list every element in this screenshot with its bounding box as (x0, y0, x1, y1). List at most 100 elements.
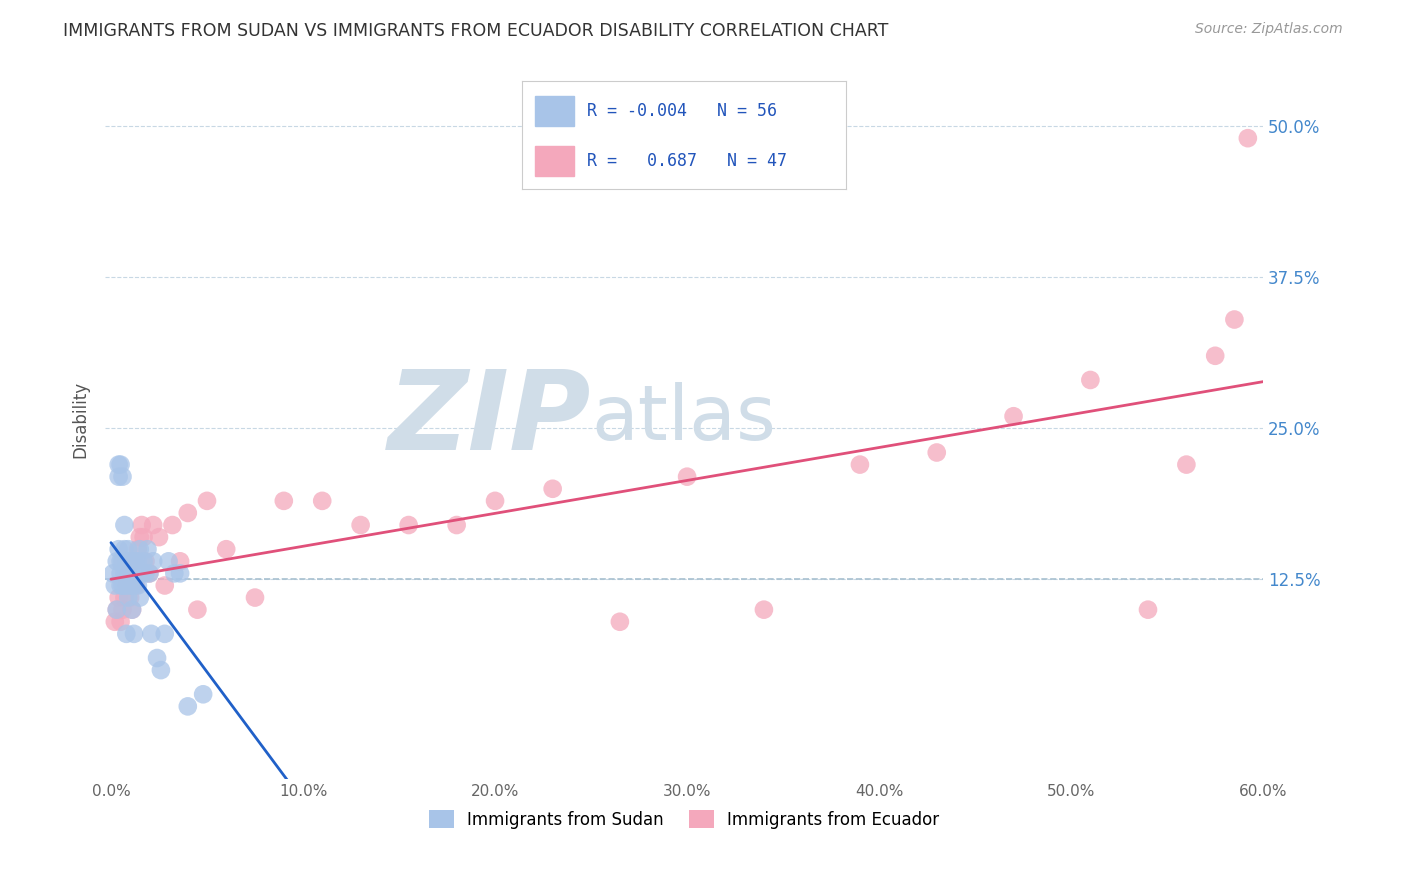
Point (110, 615, 132, 629)
Point (117, 591, 139, 605)
Legend: Immigrants from Sudan, Immigrants from Ecuador: Immigrants from Sudan, Immigrants from E… (422, 804, 946, 835)
Point (153, 578, 176, 592)
Point (112, 591, 135, 605)
Point (105, 602, 128, 616)
Point (142, 554, 165, 568)
Point (157, 554, 180, 568)
Point (273, 494, 295, 508)
Point (138, 566, 160, 581)
Point (120, 566, 142, 581)
Point (146, 651, 169, 665)
Point (121, 566, 143, 581)
Point (127, 578, 149, 592)
Point (122, 627, 145, 641)
Point (110, 578, 132, 592)
Point (1175, 458, 1198, 472)
Point (104, 578, 127, 592)
Point (186, 602, 208, 616)
Text: IMMIGRANTS FROM SUDAN VS IMMIGRANTS FROM ECUADOR DISABILITY CORRELATION CHART: IMMIGRANTS FROM SUDAN VS IMMIGRANTS FROM… (63, 22, 889, 40)
Point (177, 699, 200, 714)
Point (122, 578, 145, 592)
Point (117, 566, 139, 581)
Point (107, 542, 129, 557)
Point (177, 506, 200, 520)
Point (1136, 602, 1159, 616)
Point (115, 627, 138, 641)
Point (120, 554, 142, 568)
Point (115, 566, 138, 581)
Point (149, 663, 172, 677)
Point (349, 518, 371, 533)
Point (101, 566, 124, 581)
Point (110, 458, 132, 472)
Point (484, 494, 506, 508)
Point (121, 602, 143, 616)
Text: ZIP: ZIP (388, 366, 592, 473)
Point (131, 566, 153, 581)
Point (105, 602, 128, 616)
Point (107, 591, 129, 605)
Point (122, 554, 145, 568)
Point (243, 591, 266, 605)
Point (676, 469, 699, 483)
Point (138, 566, 160, 581)
Point (215, 542, 238, 557)
Point (752, 602, 775, 616)
Point (125, 566, 148, 581)
Point (131, 518, 153, 533)
Point (117, 554, 139, 568)
Point (128, 530, 150, 544)
Point (125, 578, 148, 592)
Point (311, 494, 333, 508)
Point (128, 542, 150, 557)
Y-axis label: Disability: Disability (72, 381, 89, 458)
Point (111, 602, 134, 616)
Point (163, 566, 186, 581)
Point (132, 554, 155, 568)
Point (136, 542, 159, 557)
Point (110, 566, 132, 581)
Point (162, 518, 184, 533)
Point (609, 615, 631, 629)
Point (121, 602, 143, 616)
Point (127, 554, 149, 568)
Point (195, 494, 218, 508)
Point (1223, 312, 1246, 326)
Point (110, 554, 132, 568)
Point (135, 554, 157, 568)
Point (117, 542, 139, 557)
Point (122, 554, 145, 568)
Point (135, 566, 157, 581)
Point (127, 542, 149, 557)
Point (153, 627, 176, 641)
Point (112, 542, 135, 557)
Point (128, 591, 150, 605)
Point (115, 578, 138, 592)
Point (191, 687, 214, 701)
Point (1237, 131, 1260, 145)
Point (141, 627, 163, 641)
Point (115, 578, 138, 592)
Point (117, 566, 139, 581)
Text: atlas: atlas (592, 383, 776, 457)
Point (541, 482, 564, 496)
Point (120, 578, 142, 592)
Point (1002, 409, 1025, 424)
Point (112, 566, 135, 581)
Point (169, 554, 191, 568)
Point (132, 530, 155, 544)
Point (115, 554, 138, 568)
Point (142, 518, 165, 533)
Point (925, 445, 948, 459)
Point (111, 554, 134, 568)
Point (112, 578, 135, 592)
Point (125, 554, 148, 568)
Text: Source: ZipAtlas.com: Source: ZipAtlas.com (1195, 22, 1343, 37)
Point (107, 458, 129, 472)
Point (1080, 373, 1102, 387)
Point (121, 578, 143, 592)
Point (398, 518, 420, 533)
Point (111, 469, 134, 483)
Point (105, 554, 128, 568)
Point (111, 578, 134, 592)
